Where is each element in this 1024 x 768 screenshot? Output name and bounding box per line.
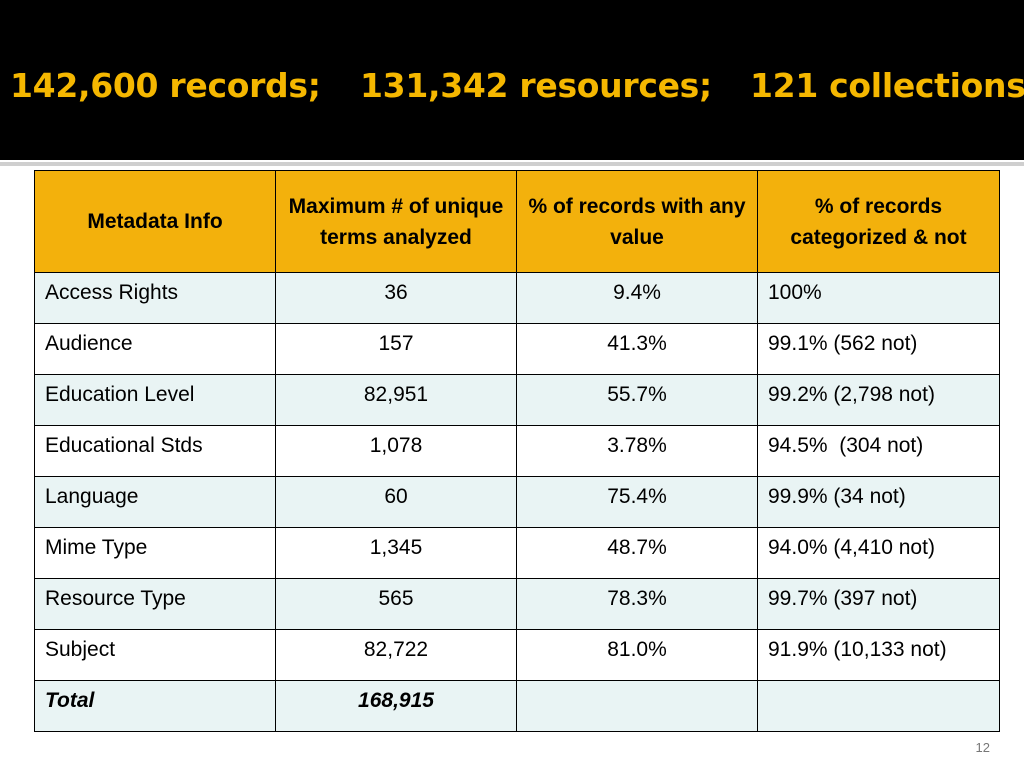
title-bar: 142,600 records; 131,342 resources; 121 …	[0, 0, 1024, 160]
table-row: Language 60 75.4% 99.9% (34 not)	[34, 476, 1000, 528]
row-terms: 1,345	[275, 527, 517, 579]
table-total-row: Total 168,915	[34, 680, 1000, 732]
row-categorized: 94.5% (304 not)	[757, 425, 1000, 477]
row-any-value: 55.7%	[516, 374, 758, 426]
row-terms: 157	[275, 323, 517, 375]
table-row: Educational Stds 1,078 3.78% 94.5% (304 …	[34, 425, 1000, 477]
row-label: Subject	[34, 629, 276, 681]
row-any-value: 75.4%	[516, 476, 758, 528]
row-categorized: 99.7% (397 not)	[757, 578, 1000, 630]
table-row: Subject 82,722 81.0% 91.9% (10,133 not)	[34, 629, 1000, 681]
header-metadata-info: Metadata Info	[34, 170, 276, 273]
total-categorized	[757, 680, 1000, 732]
row-terms: 1,078	[275, 425, 517, 477]
row-any-value: 3.78%	[516, 425, 758, 477]
row-terms: 82,722	[275, 629, 517, 681]
row-any-value: 81.0%	[516, 629, 758, 681]
row-label: Education Level	[34, 374, 276, 426]
page-number: 12	[975, 740, 990, 755]
row-terms: 565	[275, 578, 517, 630]
row-terms: 82,951	[275, 374, 517, 426]
table-row: Access Rights 36 9.4% 100%	[34, 272, 1000, 324]
title-divider	[0, 162, 1024, 166]
total-terms: 168,915	[275, 680, 517, 732]
row-label: Language	[34, 476, 276, 528]
total-label: Total	[34, 680, 276, 732]
row-any-value: 41.3%	[516, 323, 758, 375]
total-any-value	[516, 680, 758, 732]
row-categorized: 99.9% (34 not)	[757, 476, 1000, 528]
row-label: Resource Type	[34, 578, 276, 630]
row-categorized: 99.1% (562 not)	[757, 323, 1000, 375]
table-header-row: Metadata Info Maximum # of unique terms …	[34, 170, 1000, 273]
table-row: Resource Type 565 78.3% 99.7% (397 not)	[34, 578, 1000, 630]
table-row: Mime Type 1,345 48.7% 94.0% (4,410 not)	[34, 527, 1000, 579]
row-any-value: 78.3%	[516, 578, 758, 630]
row-label: Audience	[34, 323, 276, 375]
title-collections: 121 collections	[750, 66, 1024, 105]
row-label: Mime Type	[34, 527, 276, 579]
table-row: Audience 157 41.3% 99.1% (562 not)	[34, 323, 1000, 375]
title-records: 142,600 records;	[10, 66, 321, 105]
row-any-value: 9.4%	[516, 272, 758, 324]
row-categorized: 100%	[757, 272, 1000, 324]
row-categorized: 99.2% (2,798 not)	[757, 374, 1000, 426]
row-terms: 60	[275, 476, 517, 528]
header-unique-terms: Maximum # of unique terms analyzed	[275, 170, 517, 273]
row-terms: 36	[275, 272, 517, 324]
row-label: Access Rights	[34, 272, 276, 324]
row-label: Educational Stds	[34, 425, 276, 477]
table-row: Education Level 82,951 55.7% 99.2% (2,79…	[34, 374, 1000, 426]
metadata-table: Metadata Info Maximum # of unique terms …	[34, 170, 1000, 732]
row-categorized: 94.0% (4,410 not)	[757, 527, 1000, 579]
header-records-any-value: % of records with any value	[516, 170, 758, 273]
row-categorized: 91.9% (10,133 not)	[757, 629, 1000, 681]
header-records-categorized: % of records categorized & not	[757, 170, 1000, 273]
row-any-value: 48.7%	[516, 527, 758, 579]
title-resources: 131,342 resources;	[360, 66, 712, 105]
